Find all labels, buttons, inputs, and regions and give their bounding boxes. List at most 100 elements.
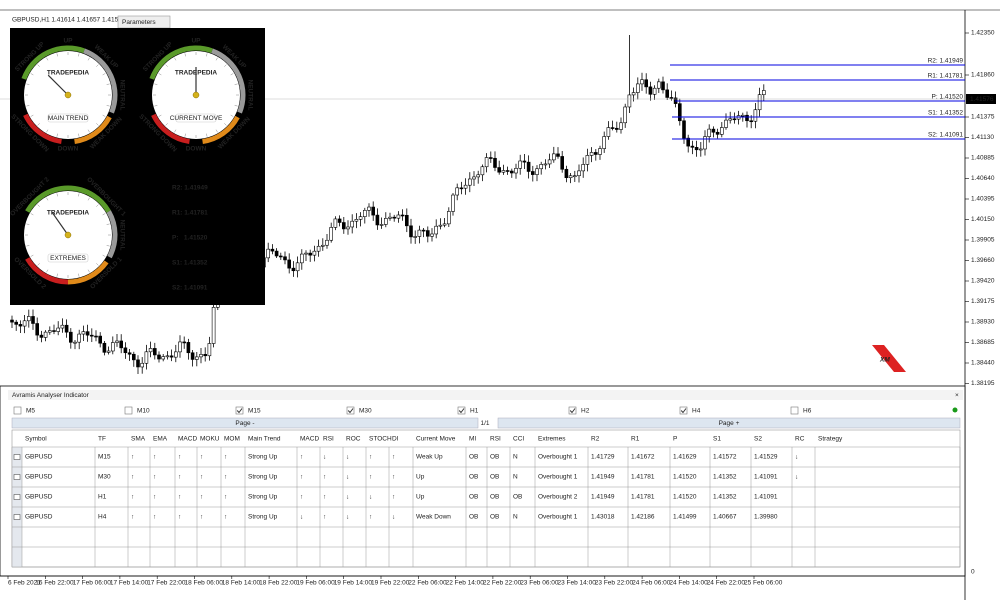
timeframe-label[interactable]: H2 — [581, 408, 590, 415]
date-axis-label: 24 Feb 06:00 — [632, 580, 671, 587]
column-header: MACD — [300, 436, 319, 443]
candle-body — [547, 159, 552, 165]
gauge-tick — [37, 263, 40, 266]
candle-body — [186, 342, 191, 354]
table-cell: Strong Up — [248, 454, 278, 461]
candle-body — [652, 87, 657, 95]
gauge-arc — [151, 113, 190, 145]
timeframe-label[interactable]: H4 — [692, 408, 701, 415]
date-axis-label: 23 Feb 14:00 — [558, 580, 597, 587]
candle-body — [178, 341, 182, 353]
row-folder-icon[interactable] — [13, 474, 21, 480]
price-axis-label: 1.38930 — [971, 319, 995, 326]
row-folder-icon[interactable] — [13, 494, 21, 500]
timeframe-checkbox[interactable] — [346, 406, 355, 415]
row-folder-icon[interactable] — [13, 514, 21, 520]
timeframe-label[interactable]: M30 — [359, 408, 372, 415]
gauge-tick — [158, 73, 162, 76]
gauge-tick — [224, 64, 227, 67]
panel-close[interactable]: × — [955, 392, 959, 399]
candle-body — [497, 167, 502, 173]
column-header: SMA — [131, 436, 146, 443]
candle-body — [682, 120, 686, 139]
timeframe-checkbox[interactable] — [13, 406, 22, 415]
checkmark — [458, 408, 465, 414]
timeframe-checkbox[interactable] — [124, 406, 133, 415]
candle-body — [627, 94, 632, 108]
table-cell: 1.41949 — [591, 474, 615, 481]
column-header: MOM — [224, 436, 240, 443]
table-cell: OB — [490, 454, 499, 461]
candle-body — [417, 229, 422, 237]
chart-overlay: GBPUSD,H1 1.41614 1.41657 1.41565 1.4157… — [0, 9, 1000, 600]
candle-body — [425, 230, 430, 237]
candle-body — [195, 356, 199, 360]
gauge-brand: TRADEPEDIA — [47, 210, 90, 217]
table-cell: Strong Up — [248, 494, 278, 501]
candle-body — [278, 255, 283, 258]
gauge-arc — [23, 113, 62, 145]
candle-body — [291, 267, 296, 272]
parameters-tab-label[interactable]: Parameters — [122, 19, 156, 26]
table-cell: ↑ — [224, 474, 227, 481]
table-cell: 1.41352 — [713, 474, 737, 481]
candle-body — [358, 216, 363, 220]
candle-body — [640, 79, 644, 85]
candle-body — [136, 359, 140, 368]
gauge-brand: TRADEPEDIA — [47, 70, 90, 77]
candle-body — [677, 103, 682, 122]
timeframe-checkbox[interactable] — [790, 406, 799, 415]
gauge-tick — [230, 114, 234, 117]
table-cell: Overbought 1 — [538, 514, 578, 521]
gauge-tick — [215, 57, 218, 61]
table-cell: M30 — [98, 474, 111, 481]
table-cell: ↑ — [200, 454, 203, 461]
timeframe-label[interactable]: M10 — [137, 408, 150, 415]
page-next-label[interactable]: Page + — [719, 420, 740, 427]
table-cell: N — [513, 454, 518, 461]
timeframe-label[interactable]: H6 — [803, 408, 812, 415]
candle-body — [102, 342, 107, 353]
candle-body — [530, 171, 535, 175]
candle-body — [585, 155, 590, 165]
candle-body — [52, 330, 56, 332]
gauge-tick — [46, 269, 49, 273]
timeframe-label[interactable]: M15 — [248, 408, 261, 415]
page-prev-label[interactable]: Page - — [235, 420, 254, 427]
gauge-label: DOWN — [58, 146, 79, 153]
table-cell: N — [513, 474, 518, 481]
candle-body — [635, 83, 640, 93]
candle-body — [157, 354, 161, 360]
candle-body — [707, 128, 712, 137]
candle-body — [115, 340, 119, 343]
gauge-tick — [96, 64, 99, 67]
candle-body — [140, 362, 144, 368]
panel-title: Avramis Analyser Indicator — [12, 392, 90, 399]
table-cell: ↓ — [346, 514, 349, 521]
candle-body — [165, 355, 170, 358]
timeframe-label[interactable]: H1 — [470, 408, 479, 415]
table-cell: ↑ — [300, 454, 303, 461]
table-cell: ↑ — [131, 474, 134, 481]
candle-body — [400, 214, 405, 217]
page-prev-button[interactable] — [11, 417, 479, 429]
candle-body — [690, 145, 695, 148]
candle-body — [572, 175, 577, 178]
candle-body — [467, 178, 472, 186]
timeframe-checkbox[interactable] — [679, 406, 688, 415]
candle-body — [148, 348, 153, 353]
timeframe-checkbox[interactable] — [568, 406, 577, 415]
timeframe-checkbox[interactable] — [235, 406, 244, 415]
page-next-button[interactable] — [497, 417, 961, 429]
table-cell: 1.41520 — [673, 474, 697, 481]
timeframe-checkbox[interactable] — [457, 406, 466, 415]
candle-body — [472, 176, 476, 180]
candle-body — [602, 136, 607, 149]
row-folder-icon[interactable] — [13, 454, 21, 460]
table-cell: 1.41352 — [713, 494, 737, 501]
timeframe-label[interactable]: M5 — [26, 408, 35, 415]
table-cell: ↑ — [323, 494, 326, 501]
gauge-label: UP — [191, 38, 201, 45]
pivot-line-label: S2: 1.41091 — [928, 132, 963, 139]
